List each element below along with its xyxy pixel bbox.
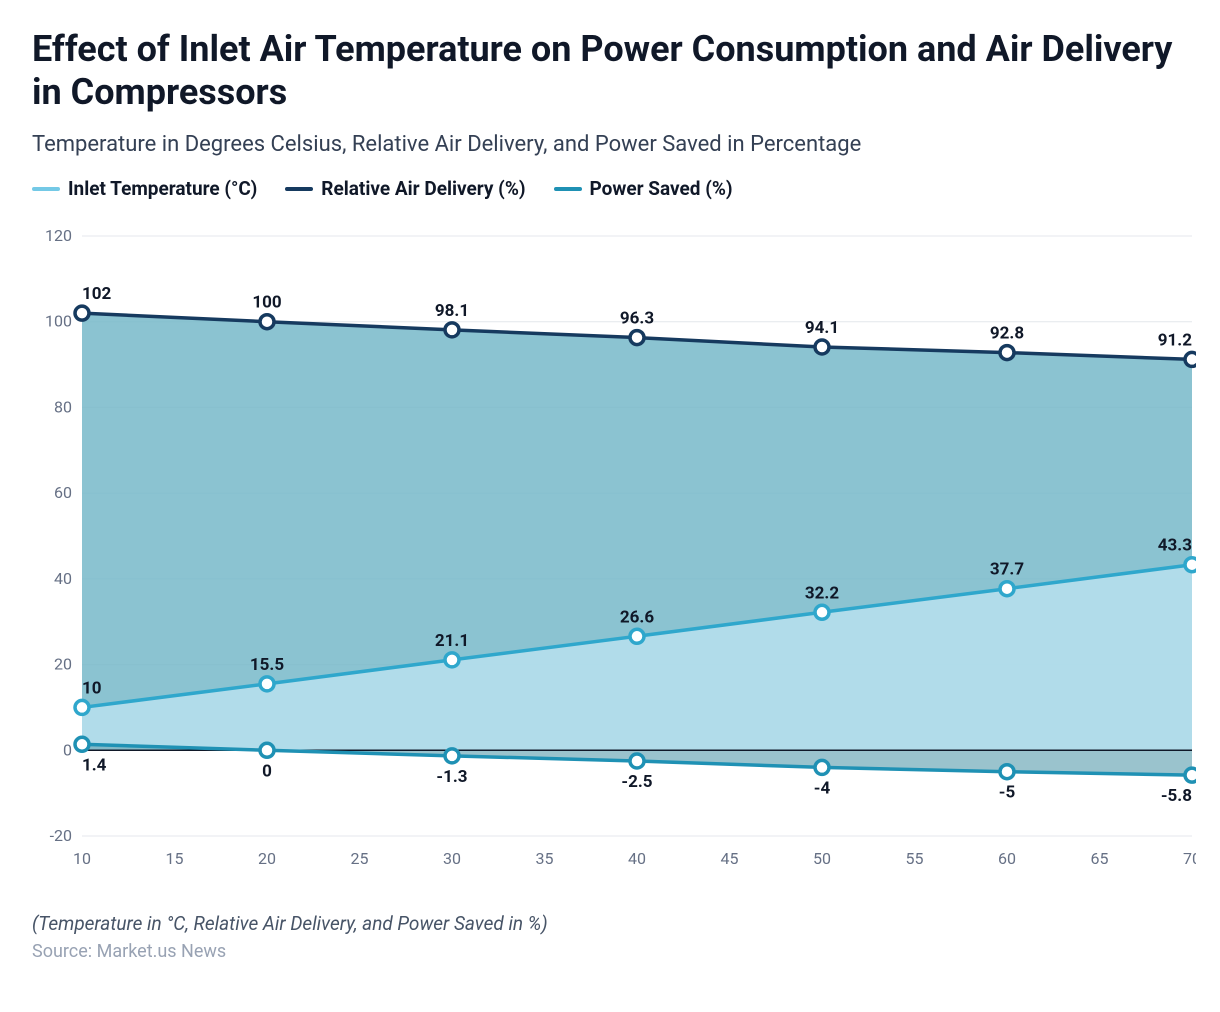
svg-text:45: 45: [721, 849, 739, 868]
svg-text:1.4: 1.4: [82, 756, 107, 776]
svg-text:40: 40: [54, 569, 72, 588]
svg-text:26.6: 26.6: [620, 608, 654, 628]
svg-text:40: 40: [628, 849, 646, 868]
svg-text:20: 20: [258, 849, 276, 868]
legend-label-power: Power Saved (%): [590, 177, 733, 200]
svg-text:-2.5: -2.5: [621, 772, 652, 792]
svg-text:96.3: 96.3: [620, 309, 654, 329]
legend-item-power: Power Saved (%): [554, 177, 733, 200]
svg-text:55: 55: [906, 849, 924, 868]
svg-text:80: 80: [54, 398, 72, 417]
svg-text:60: 60: [54, 484, 72, 503]
legend-item-delivery: Relative Air Delivery (%): [285, 177, 525, 200]
svg-text:98.1: 98.1: [435, 301, 469, 321]
svg-text:91.2: 91.2: [1158, 331, 1192, 351]
legend-label-inlet: Inlet Temperature (°C): [68, 177, 257, 200]
svg-text:92.8: 92.8: [990, 324, 1024, 344]
legend-swatch-inlet: [32, 187, 60, 191]
svg-text:35: 35: [536, 849, 554, 868]
svg-text:10: 10: [73, 849, 91, 868]
svg-text:94.1: 94.1: [805, 318, 839, 338]
svg-text:-20: -20: [50, 826, 72, 845]
chart-svg: -200204060801001201015202530354045505560…: [32, 226, 1196, 886]
legend-swatch-power: [554, 187, 582, 191]
svg-text:20: 20: [54, 655, 72, 674]
svg-text:32.2: 32.2: [805, 584, 839, 604]
chart-plot: -200204060801001201015202530354045505560…: [32, 226, 1196, 890]
svg-text:-5.8: -5.8: [1161, 787, 1192, 807]
chart-container: Effect of Inlet Air Temperature on Power…: [0, 0, 1220, 1012]
legend: Inlet Temperature (°C) Relative Air Deli…: [32, 177, 1196, 200]
svg-text:102: 102: [82, 285, 112, 305]
legend-item-inlet: Inlet Temperature (°C): [32, 177, 257, 200]
legend-swatch-delivery: [285, 187, 313, 191]
svg-text:10: 10: [82, 679, 102, 699]
svg-text:60: 60: [998, 849, 1016, 868]
svg-text:0: 0: [262, 762, 272, 782]
svg-text:-4: -4: [814, 779, 831, 799]
svg-text:43.3: 43.3: [1158, 536, 1192, 556]
chart-note: (Temperature in °C, Relative Air Deliver…: [32, 912, 1196, 935]
chart-source: Source: Market.us News: [32, 941, 1196, 962]
svg-text:0: 0: [63, 741, 72, 760]
svg-text:65: 65: [1091, 849, 1109, 868]
chart-subtitle: Temperature in Degrees Celsius, Relative…: [32, 132, 1196, 157]
svg-text:120: 120: [45, 226, 72, 245]
svg-text:-5: -5: [999, 783, 1016, 803]
svg-text:100: 100: [45, 312, 72, 331]
svg-text:15.5: 15.5: [250, 655, 284, 675]
svg-text:100: 100: [252, 293, 281, 313]
svg-text:21.1: 21.1: [435, 631, 469, 651]
svg-text:70: 70: [1183, 849, 1196, 868]
svg-text:-1.3: -1.3: [436, 767, 467, 787]
svg-text:30: 30: [443, 849, 461, 868]
legend-label-delivery: Relative Air Delivery (%): [321, 177, 525, 200]
svg-text:50: 50: [813, 849, 831, 868]
chart-title: Effect of Inlet Air Temperature on Power…: [32, 28, 1196, 114]
svg-text:25: 25: [351, 849, 369, 868]
svg-text:15: 15: [166, 849, 184, 868]
svg-text:37.7: 37.7: [990, 560, 1024, 580]
